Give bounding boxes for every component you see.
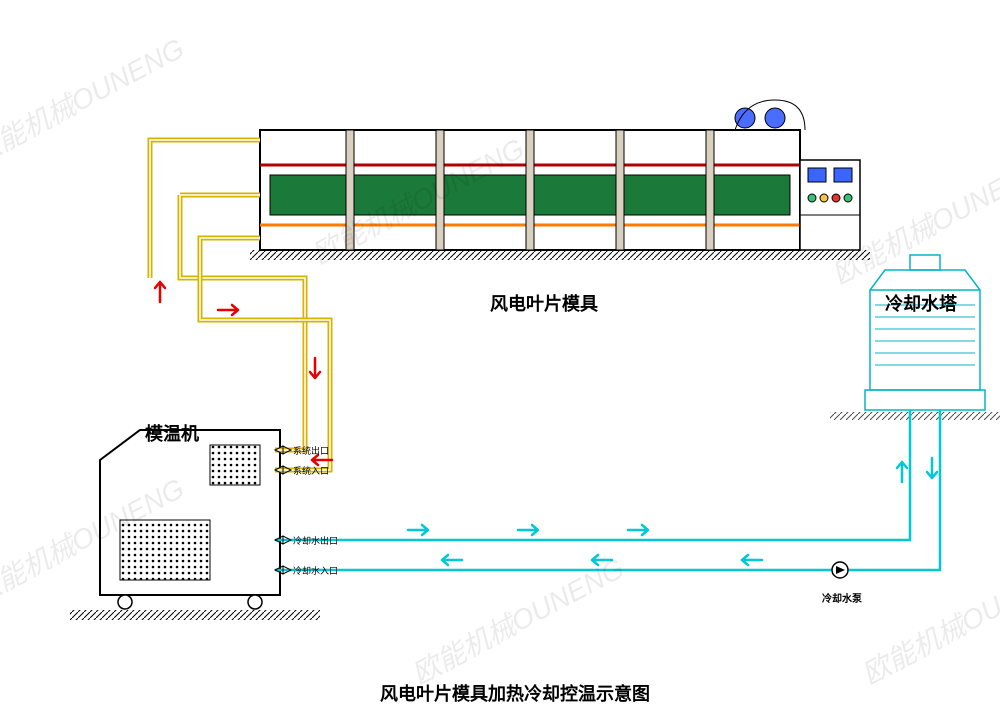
diagram-svg bbox=[0, 0, 1000, 714]
cooling-pump-icon bbox=[832, 562, 848, 578]
mold-assembly bbox=[250, 100, 870, 260]
port-label: 系统出口 bbox=[293, 444, 329, 457]
diagram-title: 风电叶片模具加热冷却控温示意图 bbox=[380, 680, 650, 706]
pump-label: 冷却水泵 bbox=[822, 590, 862, 605]
port-label: 冷却水入口 bbox=[293, 564, 338, 577]
mold-label: 风电叶片模具 bbox=[490, 290, 598, 316]
heater-machine bbox=[70, 430, 320, 620]
port-label: 冷却水出口 bbox=[293, 534, 338, 547]
port-label: 系统入口 bbox=[293, 464, 329, 477]
diagram-canvas: 风电叶片模具加热冷却控温示意图 风电叶片模具 冷却水塔 模温机 冷却水泵 系统出… bbox=[0, 0, 1000, 714]
tower-label: 冷却水塔 bbox=[885, 290, 957, 316]
cooling-tower bbox=[830, 255, 1000, 420]
heater-label: 模温机 bbox=[145, 420, 199, 446]
control-panel bbox=[800, 160, 860, 250]
